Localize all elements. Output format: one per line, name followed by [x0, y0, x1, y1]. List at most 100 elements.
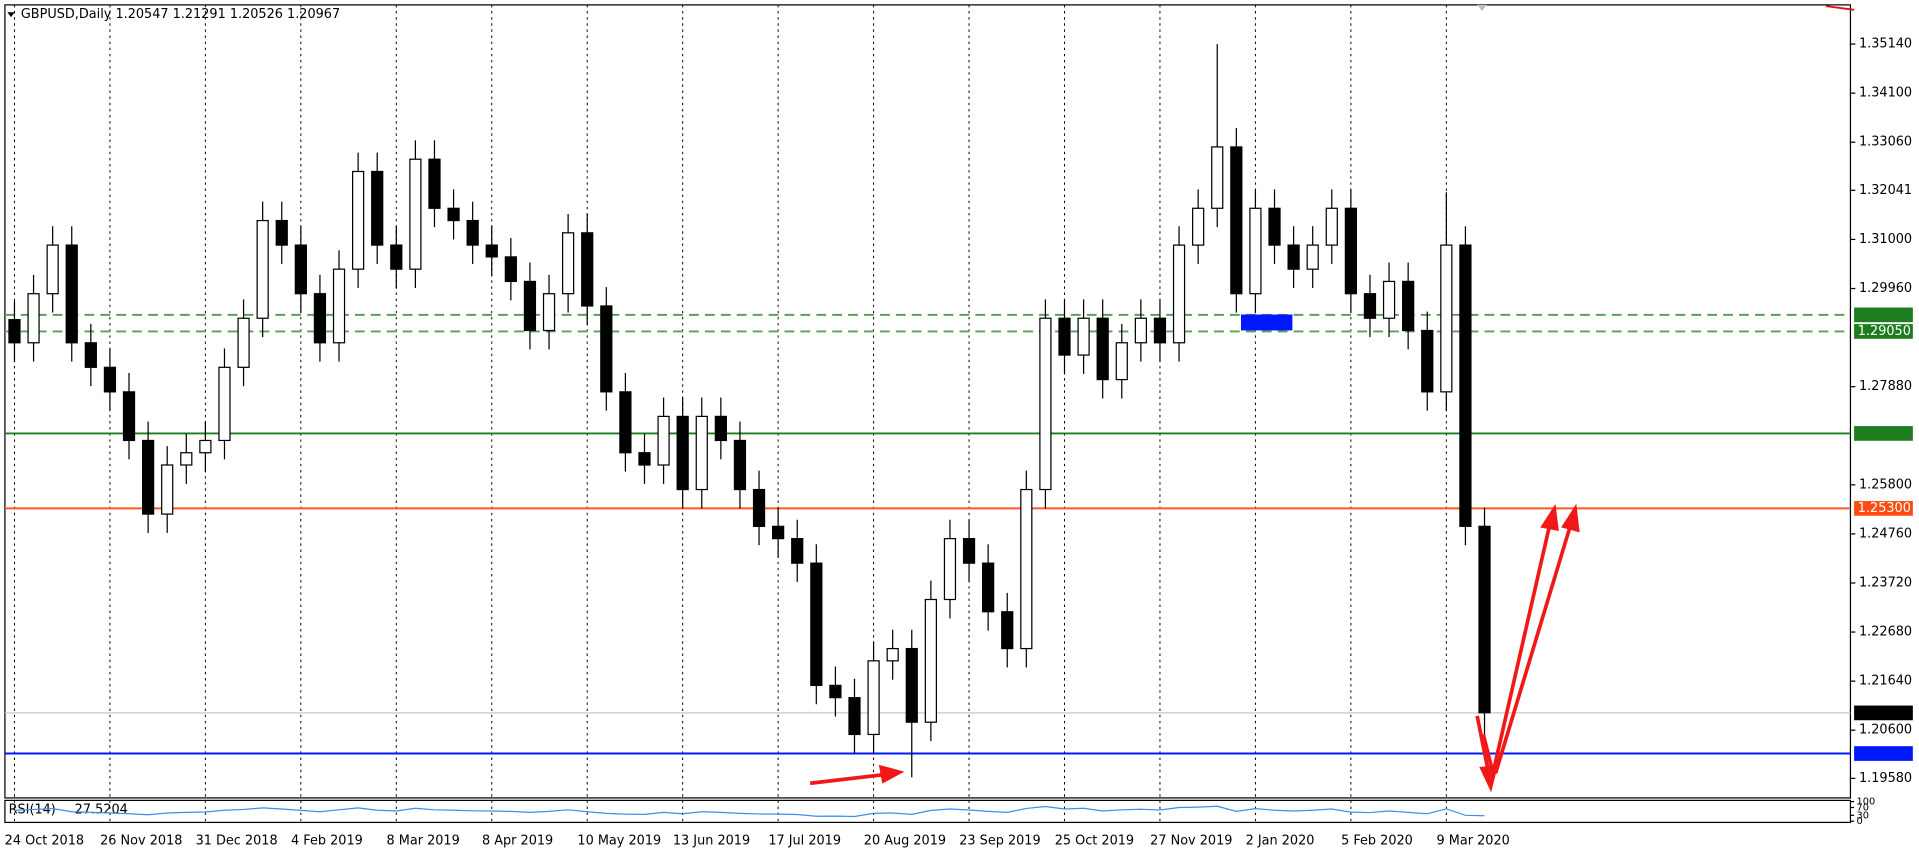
candle-body [371, 170, 384, 246]
candle-body [485, 244, 498, 258]
candle-body [218, 366, 231, 442]
candle-body [1478, 525, 1491, 714]
candle-body [1421, 329, 1434, 393]
candle-body [1077, 317, 1090, 356]
candle-body [141, 439, 155, 515]
x-tick-label: 24 Oct 2018 [5, 833, 84, 848]
candle-body [1459, 244, 1472, 527]
candle-body [810, 562, 823, 686]
candle-body [256, 219, 269, 319]
candle-body [8, 319, 21, 344]
candle-body [562, 232, 575, 295]
candle-body [1287, 244, 1300, 270]
candle-body [1363, 293, 1377, 319]
x-tick-label: 8 Mar 2019 [387, 833, 460, 848]
x-tick-label: 2 Jan 2020 [1246, 833, 1315, 848]
blue-box [1240, 314, 1293, 331]
x-tick-label: 25 Oct 2019 [1055, 833, 1134, 848]
candle-body [46, 244, 59, 295]
x-tick-label: 17 Jul 2019 [768, 833, 841, 848]
x-tick-label: 27 Nov 2019 [1150, 833, 1232, 848]
candle-body [600, 305, 613, 393]
level-box [1854, 324, 1913, 339]
candle-body [351, 170, 365, 270]
menu-triangle[interactable] [7, 12, 15, 18]
level-box [1854, 426, 1913, 441]
y-tick-label: 1.22680 [1859, 625, 1912, 640]
x-tick-label: 31 Dec 2018 [196, 833, 278, 848]
candle-body [905, 647, 918, 723]
candle-body [466, 219, 479, 246]
candle-body [1344, 207, 1357, 295]
y-tick-label: 1.29960 [1859, 281, 1912, 296]
candle-body [1096, 317, 1109, 381]
candle-body [1325, 207, 1338, 246]
candle-body [447, 207, 460, 222]
shift-marker [1477, 4, 1487, 12]
y-tick-label: 1.23720 [1859, 575, 1912, 590]
y-tick-label: 1.33060 [1859, 135, 1912, 150]
candle-body [1058, 317, 1071, 356]
candle-body [65, 244, 78, 344]
candle-body [1211, 146, 1224, 209]
candle-body [733, 439, 747, 491]
y-tick-label: 1.32041 [1859, 183, 1912, 198]
level-box [1854, 307, 1913, 323]
candle-body [332, 268, 346, 344]
candle-body [619, 391, 632, 454]
candle-body [1115, 342, 1128, 381]
y-tick-label: 1.35140 [1859, 37, 1912, 52]
y-tick-label: 1.31000 [1859, 232, 1912, 247]
y-tick-label: 1.25800 [1859, 477, 1912, 492]
candle-body [237, 317, 250, 368]
candle-body [772, 525, 785, 540]
candle-body [943, 538, 957, 601]
candle-body [1153, 317, 1167, 344]
candle-body [1249, 207, 1262, 295]
arrow-head [1540, 503, 1559, 531]
candle-body [962, 538, 976, 564]
x-tick-label: 5 Feb 2020 [1341, 833, 1413, 848]
candle-body [829, 684, 842, 699]
candle-body [752, 488, 766, 527]
arrow [1481, 733, 1494, 770]
y-tick-label: 1.34100 [1859, 86, 1912, 101]
candle-body [428, 158, 441, 209]
x-tick-label: 8 Apr 2019 [482, 833, 553, 848]
rsi-tick-label: 30 [1857, 810, 1869, 821]
x-tick-label: 4 Feb 2019 [291, 833, 363, 848]
arrow [1475, 715, 1490, 772]
candle-body [676, 415, 689, 491]
y-tick-label: 1.19580 [1859, 771, 1912, 786]
rsi-line [14, 805, 1485, 818]
candle-body [1001, 611, 1014, 650]
x-tick-label: 20 Aug 2019 [864, 833, 946, 848]
rsi-value: 27.5204 [75, 803, 128, 818]
rsi-tick-label: 100 [1857, 797, 1876, 808]
candle-body [924, 598, 937, 723]
y-tick-label: 1.20600 [1859, 723, 1912, 738]
candle-body [848, 697, 861, 736]
x-tick-label: 23 Sep 2019 [959, 833, 1040, 848]
red-segment [1825, 5, 1855, 11]
candle-body [1382, 280, 1396, 319]
rsi-tick-label: 0 [1857, 816, 1863, 827]
arrow-head [1561, 503, 1580, 533]
candle-body [1020, 488, 1033, 650]
candle-body [1402, 280, 1415, 332]
candle-body [1134, 317, 1147, 344]
rsi-tick-label: 70 [1857, 802, 1869, 813]
y-tick-label: 1.21640 [1859, 674, 1912, 689]
candle-body [390, 244, 403, 270]
candle-body [122, 391, 136, 442]
x-tick-label: 9 Mar 2020 [1437, 833, 1510, 848]
candle-body [161, 464, 174, 515]
candle-body [275, 219, 288, 246]
candle-body [199, 439, 212, 454]
candle-body [982, 562, 995, 613]
candle-body [180, 452, 193, 466]
candle-body [27, 293, 40, 344]
level-box [1854, 501, 1913, 516]
candle-body [313, 293, 327, 344]
